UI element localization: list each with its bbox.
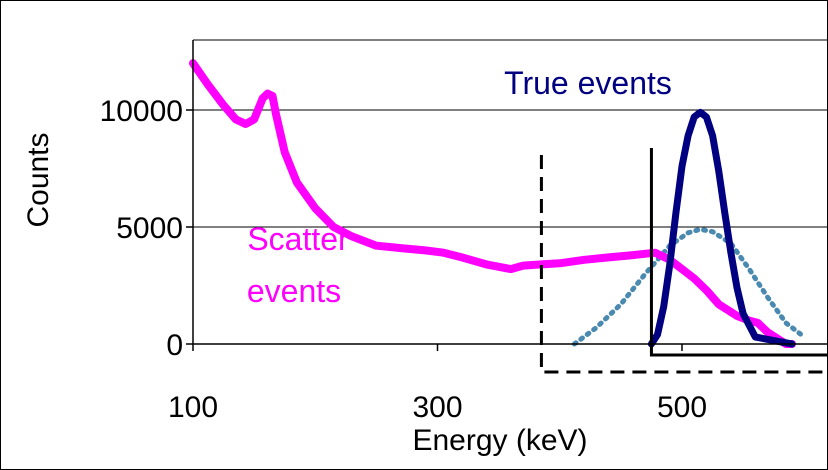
- axes: [186, 39, 828, 351]
- x-axis-title: Energy (keV): [412, 424, 587, 457]
- threshold-lines: [539, 148, 828, 374]
- series-line-1: [647, 108, 796, 348]
- y-tick-label: 10000: [100, 95, 183, 128]
- series-line-2: [571, 226, 807, 347]
- series-layer: [189, 59, 807, 348]
- x-tick-label: 300: [412, 391, 462, 424]
- dashed-energy-window: [539, 155, 828, 374]
- events-label: events: [247, 273, 341, 309]
- y-tick-label: 5000: [116, 212, 183, 245]
- y-axis-title: Counts: [22, 132, 55, 227]
- x-tick-label: 100: [168, 391, 218, 424]
- x-tick-label: 500: [657, 391, 707, 424]
- y-tick-label: 0: [166, 329, 183, 362]
- scatter-label: Scatter: [247, 221, 349, 257]
- tick-labels: 0 5000 10000 100 300 500: [100, 95, 707, 424]
- series-line-0: [189, 59, 796, 348]
- gridlines: [193, 109, 828, 228]
- true-events-label: True events: [504, 65, 672, 101]
- solid-energy-window: [649, 148, 828, 357]
